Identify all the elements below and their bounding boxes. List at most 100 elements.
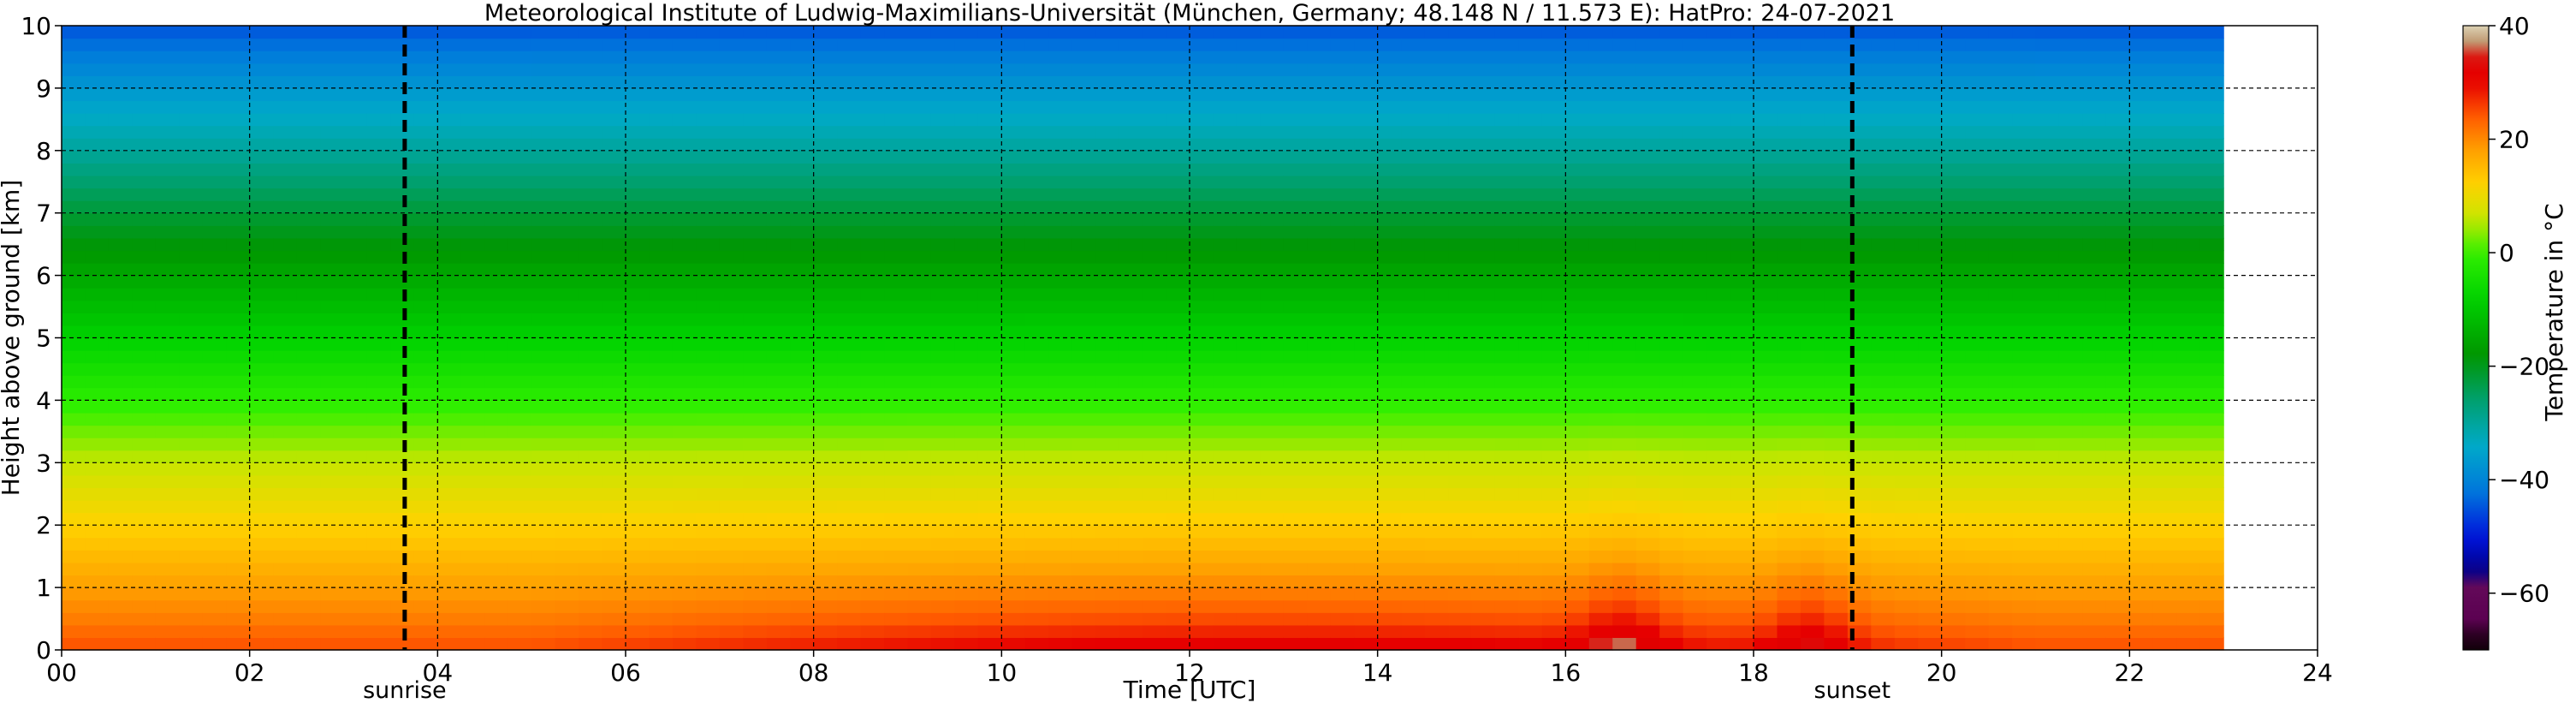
heatmap-cell [2129, 474, 2154, 489]
heatmap-cell [1424, 500, 1449, 514]
heatmap-cell [1048, 237, 1073, 252]
heatmap-cell [555, 225, 579, 239]
heatmap-cell [1612, 237, 1637, 252]
heatmap-cell [1518, 113, 1543, 127]
heatmap-cell [226, 87, 251, 102]
heatmap-cell [2152, 487, 2177, 501]
heatmap-cell [413, 512, 438, 526]
heatmap-cell [649, 537, 674, 551]
heatmap-cell [296, 599, 321, 613]
heatmap-cell [1588, 525, 1613, 539]
heatmap-cell [1612, 537, 1637, 551]
heatmap-cell [437, 587, 462, 601]
heatmap-cell [85, 562, 110, 576]
heatmap-cell [1143, 113, 1167, 127]
heatmap-cell [1965, 337, 1990, 351]
heatmap-cell [2152, 512, 2177, 526]
heatmap-cell [413, 537, 438, 551]
heatmap-cell [249, 175, 274, 189]
heatmap-cell [390, 225, 415, 239]
heatmap-cell [1471, 450, 1496, 463]
heatmap-cell [907, 225, 932, 239]
heatmap-cell [930, 87, 956, 102]
heatmap-cell [696, 212, 721, 226]
heatmap-cell [954, 637, 979, 651]
heatmap-cell [1024, 225, 1049, 239]
heatmap-cell [1260, 38, 1285, 51]
heatmap-cell [2152, 575, 2177, 588]
heatmap-cell [179, 575, 204, 588]
heatmap-cell [1119, 537, 1143, 551]
heatmap-cell [1871, 612, 1896, 626]
heatmap-cell [2152, 462, 2177, 476]
heatmap-cell [507, 474, 532, 489]
heatmap-cell [1048, 624, 1073, 639]
heatmap-cell [273, 474, 298, 489]
heatmap-cell [1706, 51, 1731, 64]
heatmap-cell [1190, 250, 1214, 264]
heatmap-cell [1777, 138, 1801, 152]
heatmap-cell [1659, 75, 1684, 89]
heatmap-cell [366, 375, 392, 389]
heatmap-cell [813, 587, 838, 601]
heatmap-cell [672, 288, 697, 301]
heatmap-cell [366, 562, 392, 576]
heatmap-cell [1471, 237, 1496, 252]
heatmap-cell [1612, 624, 1637, 639]
heatmap-cell [202, 425, 227, 438]
heatmap-cell [179, 26, 204, 39]
heatmap-cell [1190, 550, 1214, 563]
heatmap-cell [1941, 288, 1966, 301]
heatmap-cell [719, 587, 744, 601]
heatmap-cell [320, 350, 345, 364]
heatmap-cell [672, 51, 697, 64]
heatmap-cell [1354, 200, 1379, 214]
heatmap-cell [296, 38, 321, 51]
heatmap-cell [1918, 100, 1943, 114]
heatmap-cell [1471, 375, 1496, 389]
heatmap-cell [226, 487, 251, 501]
heatmap-cell [1541, 250, 1566, 264]
heatmap-cell [1071, 175, 1096, 189]
heatmap-cell [837, 51, 862, 64]
heatmap-cell [1330, 51, 1355, 64]
heatmap-cell [1918, 450, 1943, 463]
heatmap-cell [1377, 599, 1402, 613]
heatmap-cell [108, 425, 133, 438]
heatmap-cell [2105, 138, 2130, 152]
heatmap-cell [1635, 512, 1660, 526]
heatmap-cell [1777, 400, 1801, 414]
heatmap-cell [1988, 38, 2013, 51]
heatmap-cell [884, 438, 909, 451]
heatmap-cell [1894, 362, 1919, 376]
heatmap-cell [531, 500, 556, 514]
heatmap-cell [555, 637, 579, 651]
heatmap-cell [343, 275, 368, 289]
heatmap-cell [1166, 599, 1190, 613]
heatmap-cell [1307, 275, 1332, 289]
heatmap-cell [1683, 612, 1707, 626]
heatmap-cell [837, 624, 862, 639]
heatmap-cell [413, 26, 438, 39]
heatmap-cell [1824, 100, 1849, 114]
heatmap-cell [1754, 175, 1778, 189]
heatmap-cell [413, 300, 438, 313]
heatmap-cell [1659, 175, 1684, 189]
heatmap-cell [1824, 575, 1849, 588]
heatmap-cell [2176, 225, 2201, 239]
heatmap-cell [1377, 412, 1402, 426]
heatmap-cell [1048, 75, 1073, 89]
heatmap-cell [2105, 362, 2130, 376]
heatmap-cell [1612, 500, 1637, 514]
heatmap-cell [1941, 487, 1966, 501]
heatmap-cell [226, 200, 251, 214]
heatmap-cell [1401, 138, 1426, 152]
heatmap-cell [884, 150, 909, 164]
heatmap-cell [2058, 250, 2084, 264]
heatmap-cell [155, 512, 180, 526]
heatmap-cell [62, 138, 86, 152]
heatmap-cell [2152, 237, 2177, 252]
heatmap-cell [1541, 350, 1566, 364]
heatmap-cell [1918, 188, 1943, 201]
heatmap-cell [813, 474, 838, 489]
